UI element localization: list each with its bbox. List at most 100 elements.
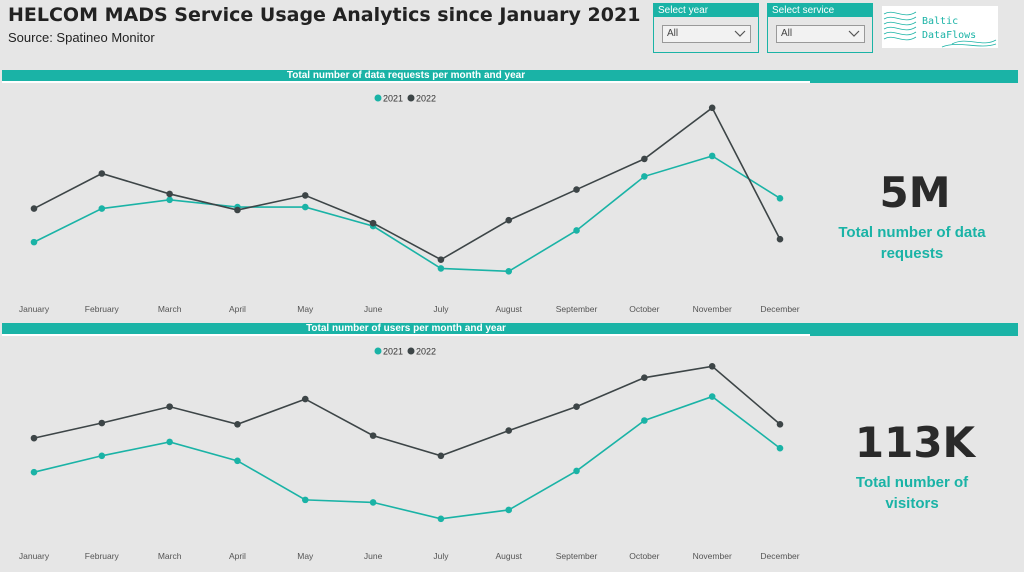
- x-tick-label: June: [364, 551, 383, 561]
- series-line-2022: [33, 365, 781, 457]
- data-point-2021[interactable]: [573, 227, 580, 234]
- data-point-2022[interactable]: [369, 219, 377, 227]
- kpi-visitors-label: Total number of visitors: [812, 472, 1012, 514]
- legend-label-2021: 2021: [383, 347, 403, 357]
- data-point-2021[interactable]: [166, 438, 173, 446]
- data-point-2022[interactable]: [98, 419, 106, 427]
- data-point-2022[interactable]: [437, 256, 445, 263]
- x-tick-label: October: [629, 551, 659, 561]
- users-line-chart: 2021 2022 January February March April May June…: [19, 347, 800, 562]
- data-point-2022[interactable]: [573, 403, 580, 410]
- x-tick-label: April: [229, 551, 246, 561]
- data-point-2022[interactable]: [641, 374, 648, 381]
- data-point-2022[interactable]: [30, 434, 38, 442]
- data-point-2021[interactable]: [505, 268, 513, 275]
- x-tick-label: September: [556, 551, 598, 561]
- data-point-2021[interactable]: [166, 196, 173, 204]
- data-point-2022[interactable]: [505, 427, 513, 434]
- kpi-visitors-value: 113K: [854, 418, 976, 467]
- data-point-2021[interactable]: [776, 195, 784, 202]
- x-tick-label: January: [19, 551, 50, 561]
- x-tick-label: August: [495, 304, 522, 314]
- legend-marker-2022: [407, 94, 415, 102]
- data-point-2022[interactable]: [708, 363, 716, 370]
- chart-legend: 2021 2022: [374, 94, 436, 104]
- x-tick-label: June: [364, 304, 383, 314]
- data-point-2022[interactable]: [234, 206, 241, 214]
- year-slicer: Select year All: [653, 3, 759, 53]
- requests-chart-title: Total number of data requests per month …: [2, 70, 810, 83]
- data-point-2021[interactable]: [708, 393, 716, 400]
- legend-marker-2021: [374, 347, 382, 355]
- data-point-2022[interactable]: [505, 216, 513, 224]
- data-point-2022[interactable]: [776, 420, 784, 428]
- x-tick-label: April: [229, 304, 246, 314]
- data-point-2021[interactable]: [369, 499, 377, 506]
- data-point-2021[interactable]: [30, 468, 38, 476]
- kpi-visitors-label-line1: Total number of: [855, 474, 969, 491]
- data-point-2022[interactable]: [641, 155, 648, 163]
- x-tick-label: February: [85, 304, 120, 314]
- data-point-2022[interactable]: [573, 186, 580, 193]
- x-tick-label: November: [693, 551, 732, 561]
- year-slicer-label: Select year: [654, 4, 758, 17]
- kpi-requests-value: 5M: [879, 168, 951, 217]
- requests-section-header: Total number of data requests per month …: [2, 70, 1018, 83]
- x-tick-label: February: [85, 551, 120, 561]
- data-point-2022[interactable]: [301, 192, 309, 199]
- year-select[interactable]: All: [662, 25, 751, 43]
- legend-marker-2021: [374, 94, 382, 102]
- data-point-2022[interactable]: [776, 235, 784, 243]
- users-chart-title: Total number of users per month and year: [2, 323, 810, 336]
- kpi-visitors-label-line2: visitors: [885, 495, 939, 512]
- x-tick-label: December: [760, 551, 799, 561]
- series-line-2021: [33, 155, 781, 273]
- data-point-2022[interactable]: [98, 170, 106, 177]
- service-slicer: Select service All: [767, 3, 873, 53]
- page-subtitle: Source: Spatineo Monitor: [8, 30, 155, 45]
- x-tick-label: September: [556, 304, 598, 314]
- kpi-requests-label-line1: Total number of data: [838, 224, 986, 241]
- data-point-2021[interactable]: [437, 515, 445, 523]
- data-point-2021[interactable]: [98, 452, 106, 460]
- data-point-2021[interactable]: [776, 444, 784, 452]
- x-tick-label: May: [297, 551, 314, 561]
- x-tick-label: March: [158, 551, 182, 561]
- wave-logo-icon: [883, 11, 997, 48]
- service-select[interactable]: All: [776, 25, 865, 43]
- data-point-2022[interactable]: [301, 395, 309, 403]
- data-point-2021[interactable]: [708, 152, 716, 160]
- series-line-2021: [33, 395, 781, 520]
- data-point-2021[interactable]: [641, 417, 648, 424]
- data-point-2021[interactable]: [98, 205, 106, 212]
- x-tick-label: November: [693, 304, 732, 314]
- data-point-2022[interactable]: [30, 205, 38, 212]
- data-point-2021[interactable]: [234, 457, 241, 465]
- x-tick-label: July: [433, 304, 449, 314]
- kpi-requests-label: Total number of data requests: [812, 222, 1012, 264]
- data-point-2022[interactable]: [234, 420, 241, 428]
- x-tick-label: May: [297, 304, 314, 314]
- chevron-down-icon: [848, 30, 860, 37]
- data-point-2022[interactable]: [708, 104, 716, 112]
- legend-label-2022: 2022: [416, 94, 436, 104]
- data-point-2022[interactable]: [166, 403, 173, 410]
- requests-line-chart: 2021 2022 January February March April May June…: [19, 94, 800, 315]
- x-tick-label: March: [158, 304, 182, 314]
- service-slicer-label: Select service: [768, 4, 872, 17]
- data-point-2021[interactable]: [573, 467, 580, 475]
- data-point-2021[interactable]: [30, 238, 38, 246]
- data-point-2021[interactable]: [301, 496, 309, 504]
- data-point-2022[interactable]: [437, 452, 445, 460]
- data-point-2021[interactable]: [641, 173, 648, 180]
- logo-text-line1: Baltic: [922, 16, 959, 27]
- service-select-value: All: [781, 28, 793, 39]
- chevron-down-icon: [734, 30, 746, 37]
- data-point-2021[interactable]: [301, 203, 309, 211]
- data-point-2021[interactable]: [437, 265, 445, 272]
- logo-text: Baltic DataFlows: [922, 15, 976, 43]
- data-point-2022[interactable]: [369, 432, 377, 439]
- x-tick-label: December: [760, 304, 799, 314]
- data-point-2022[interactable]: [166, 190, 173, 198]
- data-point-2021[interactable]: [505, 506, 513, 514]
